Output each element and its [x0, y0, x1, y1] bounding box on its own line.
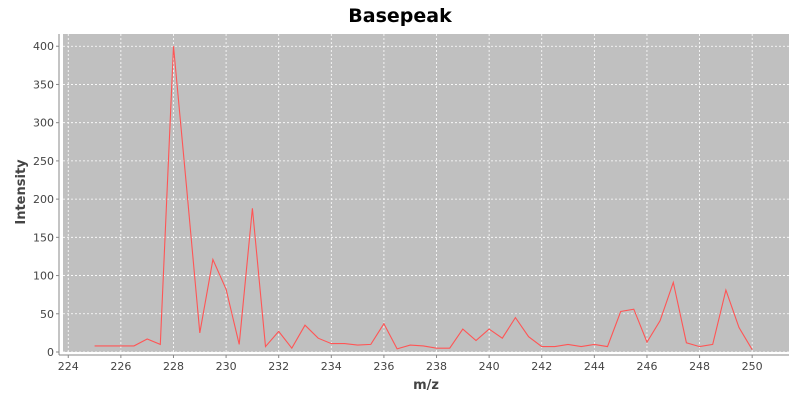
x-tick-label: 224 — [58, 360, 79, 373]
y-tick-label: 400 — [33, 40, 54, 53]
y-axis-label: Intensity — [14, 159, 29, 225]
y-axis-ticks: 0 50 100 150 200 250 300 350 400 — [33, 40, 59, 359]
x-axis-ticks: 224 226 228 230 232 234 236 238 240 242 244 246 248 2… — [58, 355, 763, 373]
y-tick-label: 0 — [47, 346, 54, 359]
x-tick-label: 234 — [321, 360, 342, 373]
x-tick-label: 248 — [689, 360, 710, 373]
y-tick-label: 350 — [33, 78, 54, 91]
y-tick-label: 250 — [33, 155, 54, 168]
x-tick-label: 250 — [742, 360, 763, 373]
x-tick-label: 236 — [373, 360, 394, 373]
series-layer — [94, 46, 753, 350]
x-tick-label: 226 — [110, 360, 131, 373]
x-tick-label: 238 — [426, 360, 447, 373]
x-tick-label: 242 — [531, 360, 552, 373]
x-tick-label: 240 — [479, 360, 500, 373]
x-tick-label: 232 — [268, 360, 289, 373]
y-tick-label: 50 — [40, 308, 54, 321]
grid-lines — [63, 34, 789, 353]
axes — [58, 34, 789, 356]
y-tick-label: 100 — [33, 270, 54, 283]
x-tick-label: 246 — [636, 360, 657, 373]
y-tick-label: 150 — [33, 231, 54, 244]
x-tick-label: 244 — [584, 360, 605, 373]
x-tick-label: 228 — [163, 360, 184, 373]
x-tick-label: 230 — [216, 360, 237, 373]
chart-title: Basepeak — [348, 5, 452, 27]
x-axis-label: m/z — [413, 378, 439, 393]
y-tick-label: 300 — [33, 117, 54, 130]
series-line — [94, 46, 753, 350]
y-tick-label: 200 — [33, 193, 54, 206]
